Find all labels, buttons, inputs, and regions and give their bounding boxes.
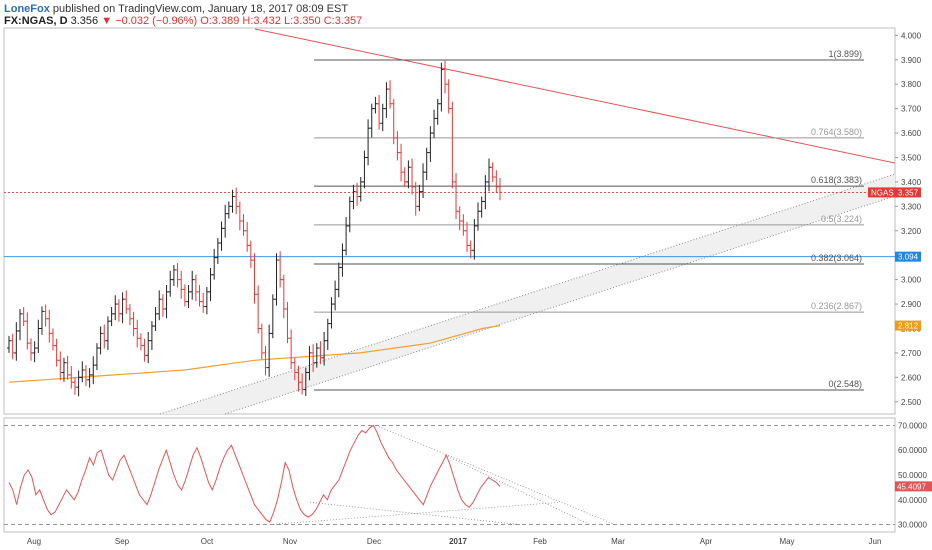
symbol-label: FX:NGAS, D bbox=[4, 15, 68, 27]
rsi-y-tick-label: 70.0000 bbox=[898, 421, 927, 430]
ohlc-values: O:3.389 H:3.432 L:3.350 C:3.357 bbox=[200, 15, 363, 27]
fib-level-label: 0.618(3.383) bbox=[811, 175, 862, 185]
last-price: 3.356 bbox=[70, 15, 99, 27]
fib-level-label: 0(2.548) bbox=[828, 379, 862, 389]
resistance-trend-line bbox=[254, 28, 896, 164]
fib-level-label: 0.764(3.580) bbox=[811, 127, 862, 137]
price-change: −0.032 (−0.96%) bbox=[115, 15, 198, 27]
rsi-trend-line bbox=[375, 425, 616, 525]
fib-level-label: 0.236(2.867) bbox=[811, 301, 862, 311]
y-tick-label: 2.900 bbox=[901, 300, 922, 309]
x-tick-label: Feb bbox=[533, 537, 547, 546]
y-tick-label: 3.000 bbox=[901, 276, 922, 285]
x-tick-label: Aug bbox=[27, 537, 41, 546]
x-tick-label: Oct bbox=[201, 537, 214, 546]
main-pane bbox=[3, 27, 896, 415]
moving-average-line bbox=[8, 325, 501, 383]
y-tick-label: 2.600 bbox=[901, 373, 922, 382]
rsi-trend-line bbox=[269, 501, 561, 525]
symbol-tag-label: NGAS bbox=[871, 188, 894, 197]
fib-level-label: 0.382(3.064) bbox=[811, 253, 862, 263]
y-tick-label: 3.800 bbox=[901, 80, 922, 89]
rsi-value-tag bbox=[895, 481, 932, 492]
price-tag bbox=[895, 251, 921, 262]
y-tick-label: 2.500 bbox=[901, 398, 922, 407]
y-tick-label: 3.300 bbox=[901, 202, 922, 211]
rsi-pane bbox=[3, 417, 896, 533]
y-tick-label: 3.700 bbox=[901, 105, 922, 114]
price-tag-value: 3.357 bbox=[898, 188, 919, 197]
x-tick-label: May bbox=[779, 537, 794, 546]
fib-level-label: 1(3.899) bbox=[828, 49, 862, 59]
symbol-tag bbox=[868, 187, 895, 198]
rsi-y-tick-label: 40.0000 bbox=[898, 496, 927, 505]
y-tick-label: 3.600 bbox=[901, 129, 922, 138]
y-tick-label: 3.400 bbox=[901, 178, 922, 187]
y-tick-label: 3.900 bbox=[901, 56, 922, 65]
publish-info: published on TradingView.com, January 18… bbox=[52, 3, 349, 15]
price-tag bbox=[895, 320, 921, 331]
rsi-y-tick-label: 30.0000 bbox=[898, 521, 927, 530]
author-link[interactable]: LoneFox bbox=[4, 3, 50, 15]
price-tag bbox=[895, 187, 921, 198]
symbol-header: FX:NGAS, D 3.356 ▼ −0.032 (−0.96%) O:3.3… bbox=[4, 14, 362, 28]
x-tick-label: Nov bbox=[283, 537, 297, 546]
price-tag-value: 2.812 bbox=[898, 322, 919, 331]
x-tick-label: Sep bbox=[115, 537, 130, 546]
rsi-line bbox=[8, 424, 501, 523]
x-tick-label: Mar bbox=[611, 537, 625, 546]
down-arrow-icon: ▼ bbox=[101, 15, 113, 27]
x-tick-label: Dec bbox=[367, 537, 381, 546]
channel-lower-line bbox=[224, 195, 896, 415]
rsi-y-tick-label: 50.0000 bbox=[898, 471, 927, 480]
y-tick-label: 3.500 bbox=[901, 153, 922, 162]
rsi-trend-line bbox=[309, 501, 521, 525]
rsi-value-label: 45.4097 bbox=[897, 482, 926, 491]
x-tick-label: Jun bbox=[869, 537, 882, 546]
rsi-y-tick-label: 60.0000 bbox=[898, 446, 927, 455]
x-tick-label: 2017 bbox=[449, 537, 467, 546]
y-tick-label: 4.000 bbox=[901, 31, 922, 40]
price-tag-value: 3.094 bbox=[898, 253, 919, 262]
x-tick-label: Apr bbox=[700, 537, 713, 546]
y-tick-label: 3.200 bbox=[901, 227, 922, 236]
fib-level-label: 0.5(3.224) bbox=[821, 214, 862, 224]
publish-header: LoneFox published on TradingView.com, Ja… bbox=[4, 2, 348, 16]
y-tick-label: 2.700 bbox=[901, 349, 922, 358]
